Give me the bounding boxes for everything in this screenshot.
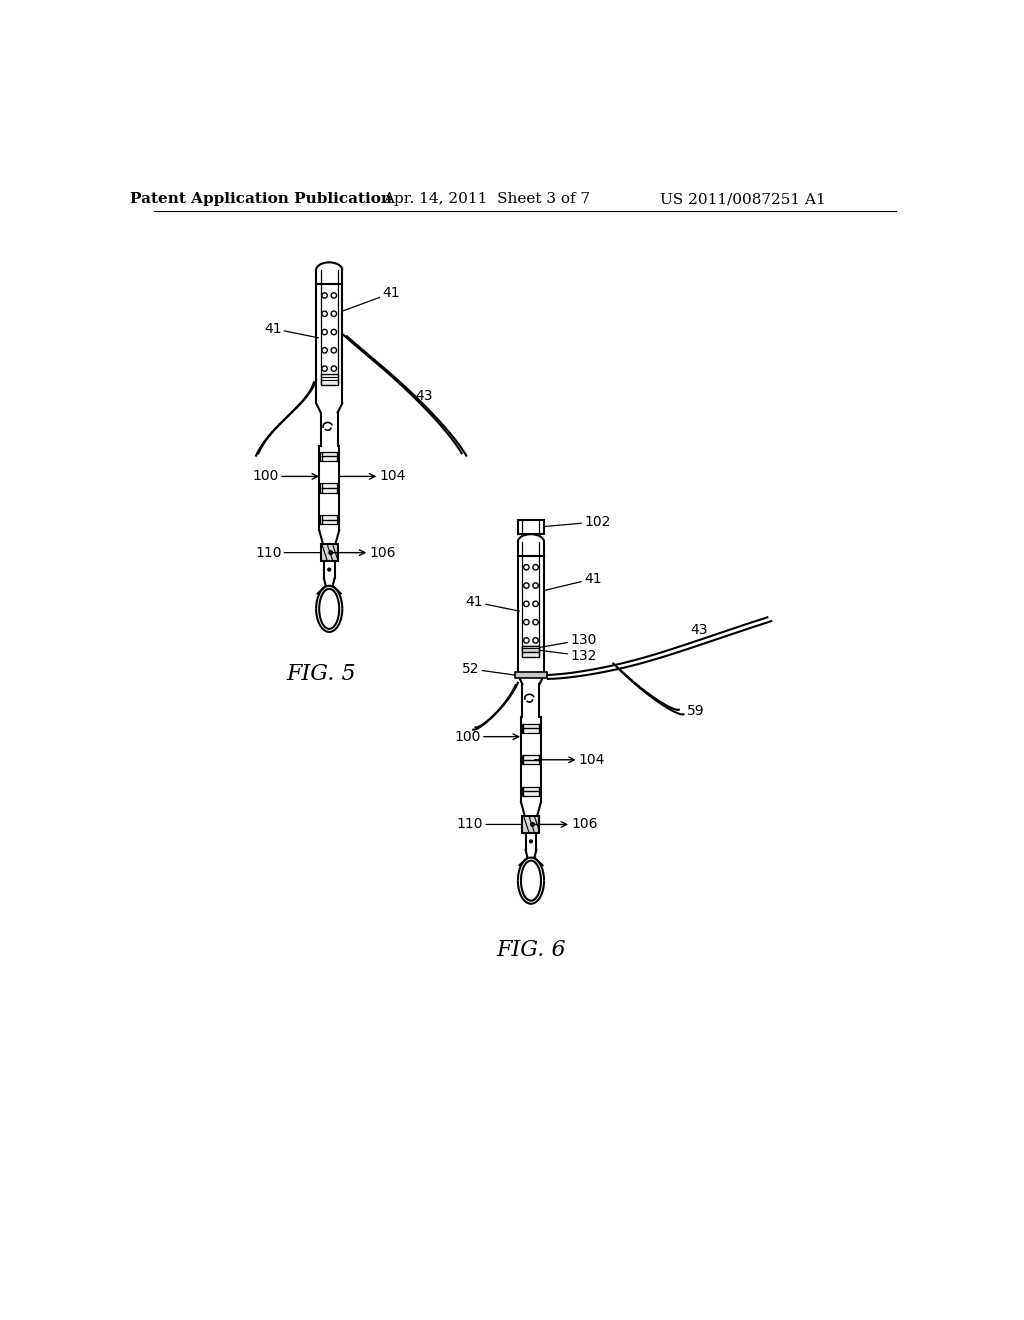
Bar [319,451,339,461]
Bar [321,544,338,561]
Text: 106: 106 [333,545,395,560]
Text: 132: 132 [541,649,597,663]
Text: FIG. 6: FIG. 6 [497,939,566,961]
Bar [319,483,339,492]
Text: 41: 41 [545,572,602,590]
Text: Patent Application Publication: Patent Application Publication [130,193,392,206]
Bar [522,816,540,833]
Text: 106: 106 [535,817,597,832]
Text: 59: 59 [686,705,705,718]
Bar [521,755,541,764]
Text: 41: 41 [466,595,519,611]
Text: 110: 110 [457,817,522,832]
Text: 100: 100 [253,470,317,483]
Bar [515,672,547,678]
Text: 102: 102 [545,515,610,529]
Text: 110: 110 [255,545,321,560]
Bar [522,645,540,656]
Text: 104: 104 [535,752,605,767]
Bar [319,515,339,524]
Bar [522,645,540,652]
Text: 41: 41 [264,322,318,338]
Text: 130: 130 [541,632,597,647]
Text: 100: 100 [455,730,518,743]
Text: 43: 43 [690,623,708,638]
Text: FIG. 5: FIG. 5 [287,664,356,685]
Bar [518,520,544,535]
Text: US 2011/0087251 A1: US 2011/0087251 A1 [659,193,825,206]
Bar [321,374,338,385]
Text: 41: 41 [343,286,400,312]
Circle shape [529,840,532,843]
Bar [521,787,541,796]
Circle shape [329,550,333,554]
Circle shape [328,568,331,572]
Text: 104: 104 [339,470,406,483]
Text: 52: 52 [462,661,515,676]
Text: Apr. 14, 2011  Sheet 3 of 7: Apr. 14, 2011 Sheet 3 of 7 [383,193,590,206]
Text: 43: 43 [416,388,433,403]
Circle shape [530,822,535,826]
Bar [521,723,541,733]
